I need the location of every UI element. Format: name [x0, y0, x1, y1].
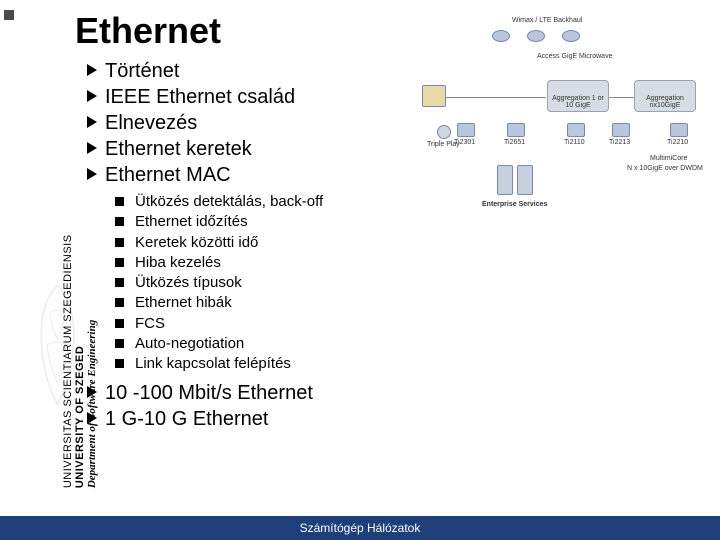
- list-item: Keretek közötti idő: [115, 233, 415, 253]
- router-icon: [507, 123, 525, 137]
- list-item: Hiba kezelés: [115, 253, 415, 273]
- node-label: Ti2651: [504, 139, 525, 146]
- bullet-list-bottom: 10 -100 Mbit/s Ethernet 1 G-10 G Etherne…: [75, 380, 415, 432]
- diagram-label: Wimax / LTE Backhaul: [512, 17, 582, 24]
- list-item: Ethernet MAC: [87, 162, 415, 188]
- list-item: Ethernet időzítés: [115, 212, 415, 232]
- list-item: Ethernet hibák: [115, 293, 415, 313]
- diagram-label: N x 10GigE over DWDM: [627, 165, 703, 172]
- node-label: Ti2210: [667, 139, 688, 146]
- aggregation-box: Aggregation 1 or 10 GigE: [547, 80, 609, 112]
- list-item: Auto-negotiation: [115, 334, 415, 354]
- list-item: Link kapcsolat felépítés: [115, 354, 415, 374]
- list-item: FCS: [115, 314, 415, 334]
- router-icon: [567, 123, 585, 137]
- footer: Számítógép Hálózatok: [0, 516, 720, 540]
- list-item: 1 G-10 G Ethernet: [87, 406, 415, 432]
- server-icon: [517, 165, 533, 195]
- list-item: Történet: [87, 58, 415, 84]
- diagram-label: Triple Play: [427, 141, 460, 148]
- list-item: 10 -100 Mbit/s Ethernet: [87, 380, 415, 406]
- footer-text: Számítógép Hálózatok: [300, 521, 421, 535]
- bullet-list-sub: Ütközés detektálás, back-off Ethernet id…: [75, 192, 415, 374]
- univ-latin: UNIVERSITAS SCIENTIARUM SZEGEDIENSIS: [62, 68, 74, 488]
- list-item: Ütközés detektálás, back-off: [115, 192, 415, 212]
- antenna-icon: [492, 30, 510, 42]
- diagram-label: Enterprise Services: [482, 201, 547, 208]
- router-icon: [670, 123, 688, 137]
- server-icon: [497, 165, 513, 195]
- router-icon: [612, 123, 630, 137]
- bullet-list-top: Történet IEEE Ethernet család Elnevezés …: [75, 58, 415, 188]
- corner-square: [4, 10, 14, 20]
- antenna-icon: [562, 30, 580, 42]
- house-icon: [422, 85, 446, 107]
- node-label: Ti2110: [564, 139, 585, 146]
- node-label: MultimiCore: [650, 155, 687, 162]
- aggregation-box: Aggregation nx10GigE: [634, 80, 696, 112]
- connector-line: [609, 97, 634, 98]
- connector-line: [446, 97, 546, 98]
- node-label: Ti2213: [609, 139, 630, 146]
- slide-title: Ethernet: [75, 10, 415, 52]
- list-item: Ethernet keretek: [87, 136, 415, 162]
- list-item: Elnevezés: [87, 110, 415, 136]
- slide-content: Ethernet Történet IEEE Ethernet család E…: [75, 10, 415, 432]
- antenna-icon: [527, 30, 545, 42]
- triple-play-icon: [437, 125, 451, 139]
- diagram-label: Access GigE Microwave: [537, 53, 597, 60]
- network-diagram: Wimax / LTE Backhaul Access GigE Microwa…: [412, 25, 712, 245]
- router-icon: [457, 123, 475, 137]
- list-item: IEEE Ethernet család: [87, 84, 415, 110]
- list-item: Ütközés típusok: [115, 273, 415, 293]
